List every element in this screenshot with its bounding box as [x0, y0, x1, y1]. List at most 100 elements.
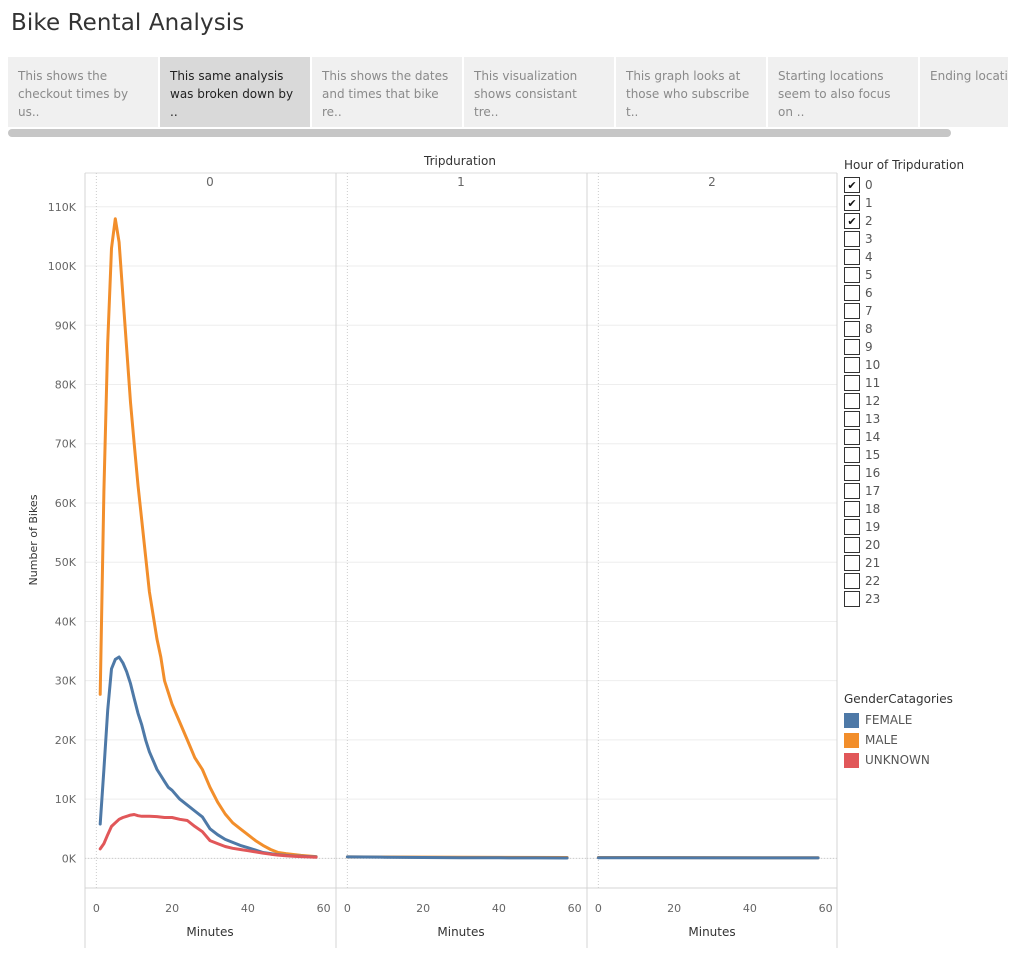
hour-filter-item[interactable]: 17	[844, 482, 1014, 500]
hour-checkbox[interactable]: ✔	[844, 177, 860, 193]
x-axis-title: Minutes	[688, 925, 735, 939]
hour-filter-item[interactable]: 13	[844, 410, 1014, 428]
hour-checkbox[interactable]	[844, 429, 860, 445]
series-line-unknown-panel-0	[98, 813, 318, 859]
hour-filter-item[interactable]: 18	[844, 500, 1014, 518]
story-point-6[interactable]: Starting locations seem to also focus on…	[768, 57, 918, 127]
series-line-male-panel-0	[98, 217, 318, 859]
hour-checkbox[interactable]	[844, 357, 860, 373]
y-tick-label: 20K	[55, 734, 77, 747]
hour-filter-item[interactable]: 7	[844, 302, 1014, 320]
checkmark-icon: ✔	[847, 178, 857, 192]
hour-filter-item[interactable]: 12	[844, 392, 1014, 410]
hour-filter-item[interactable]: 10	[844, 356, 1014, 374]
dashboard-title: Bike Rental Analysis	[11, 10, 245, 36]
hour-checkbox[interactable]	[844, 375, 860, 391]
hour-checkbox[interactable]	[844, 285, 860, 301]
column-title: Tripduration	[423, 154, 496, 168]
panel-header: 1	[457, 175, 465, 189]
hour-filter-title: Hour of Tripduration	[844, 158, 965, 172]
hour-checkbox[interactable]: ✔	[844, 213, 860, 229]
hour-filter-item[interactable]: 20	[844, 536, 1014, 554]
y-tick-label: 70K	[55, 438, 77, 451]
hour-filter-item[interactable]: 22	[844, 572, 1014, 590]
legend-swatch	[844, 732, 859, 748]
x-tick-label: 60	[317, 902, 331, 915]
hour-filter-item[interactable]: 8	[844, 320, 1014, 338]
hour-filter-item[interactable]: 15	[844, 446, 1014, 464]
hour-label: 5	[865, 268, 873, 282]
hour-label: 11	[865, 376, 881, 390]
hour-label: 1	[865, 196, 873, 210]
hour-checkbox[interactable]	[844, 249, 860, 265]
hour-label: 20	[865, 538, 881, 552]
checkmark-icon: ✔	[847, 196, 857, 210]
x-tick-label: 0	[344, 902, 351, 915]
hour-label: 15	[865, 448, 881, 462]
hour-filter-item[interactable]: ✔ 2	[844, 212, 1014, 230]
checkmark-icon: ✔	[847, 214, 857, 228]
story-point-7[interactable]: Ending locations se..	[920, 57, 1008, 127]
hour-filter-item[interactable]: ✔ 0	[844, 176, 1014, 194]
x-tick-label: 40	[492, 902, 506, 915]
series-line-female-panel-1	[345, 855, 569, 860]
hour-filter-item[interactable]: 9	[844, 338, 1014, 356]
hour-filter-item[interactable]: 11	[844, 374, 1014, 392]
hour-label: 14	[865, 430, 881, 444]
legend-label: UNKNOWN	[865, 753, 930, 767]
legend-item-male[interactable]: MALE	[844, 730, 1014, 750]
hour-filter: Hour of Tripduration ✔ 0 ✔ 1 ✔ 2 3 4 5 6 7 8 9 10 11 12…	[844, 158, 1014, 608]
hour-filter-item[interactable]: 5	[844, 266, 1014, 284]
hour-checkbox[interactable]	[844, 573, 860, 589]
x-tick-label: 20	[165, 902, 179, 915]
hour-checkbox[interactable]	[844, 483, 860, 499]
x-tick-label: 60	[819, 902, 833, 915]
hour-checkbox[interactable]	[844, 501, 860, 517]
hour-label: 22	[865, 574, 881, 588]
hour-checkbox[interactable]	[844, 465, 860, 481]
hour-filter-item[interactable]: 21	[844, 554, 1014, 572]
story-scrollbar[interactable]	[8, 129, 951, 137]
hour-checkbox[interactable]	[844, 591, 860, 607]
story-navigator: This shows the checkout times by us.. Thi…	[8, 57, 1008, 127]
y-axis-title: Number of Bikes	[27, 494, 40, 585]
y-tick-label: 90K	[55, 319, 77, 332]
hour-checkbox[interactable]	[844, 393, 860, 409]
y-tick-label: 80K	[55, 379, 77, 392]
hour-checkbox[interactable]	[844, 555, 860, 571]
hour-checkbox[interactable]	[844, 339, 860, 355]
story-point-5[interactable]: This graph looks at those who subscribe …	[616, 57, 766, 127]
hour-checkbox[interactable]	[844, 231, 860, 247]
hour-filter-item[interactable]: ✔ 1	[844, 194, 1014, 212]
hour-label: 10	[865, 358, 881, 372]
hour-filter-item[interactable]: 16	[844, 464, 1014, 482]
hour-filter-item[interactable]: 14	[844, 428, 1014, 446]
hour-filter-item[interactable]: 4	[844, 248, 1014, 266]
hour-checkbox[interactable]	[844, 447, 860, 463]
hour-checkbox[interactable]	[844, 411, 860, 427]
hour-checkbox[interactable]	[844, 519, 860, 535]
hour-label: 18	[865, 502, 881, 516]
y-tick-label: 0K	[62, 852, 77, 865]
hour-checkbox[interactable]	[844, 303, 860, 319]
story-point-2[interactable]: This same analysis was broken down by ..	[160, 57, 310, 127]
legend-item-unknown[interactable]: UNKNOWN	[844, 750, 1014, 770]
hour-checkbox[interactable]	[844, 537, 860, 553]
legend-swatch	[844, 712, 859, 728]
legend-label: FEMALE	[865, 713, 913, 727]
hour-checkbox[interactable]: ✔	[844, 195, 860, 211]
story-point-3[interactable]: This shows the dates and times that bike…	[312, 57, 462, 127]
story-point-1[interactable]: This shows the checkout times by us..	[8, 57, 158, 127]
hour-filter-item[interactable]: 3	[844, 230, 1014, 248]
hour-filter-item[interactable]: 6	[844, 284, 1014, 302]
hour-checkbox[interactable]	[844, 321, 860, 337]
y-tick-label: 60K	[55, 497, 77, 510]
story-point-4[interactable]: This visualization shows consistant tre.…	[464, 57, 614, 127]
hour-filter-item[interactable]: 19	[844, 518, 1014, 536]
hour-filter-item[interactable]: 23	[844, 590, 1014, 608]
legend-item-female[interactable]: FEMALE	[844, 710, 1014, 730]
hour-label: 13	[865, 412, 881, 426]
panel-header: 0	[206, 175, 214, 189]
hour-checkbox[interactable]	[844, 267, 860, 283]
